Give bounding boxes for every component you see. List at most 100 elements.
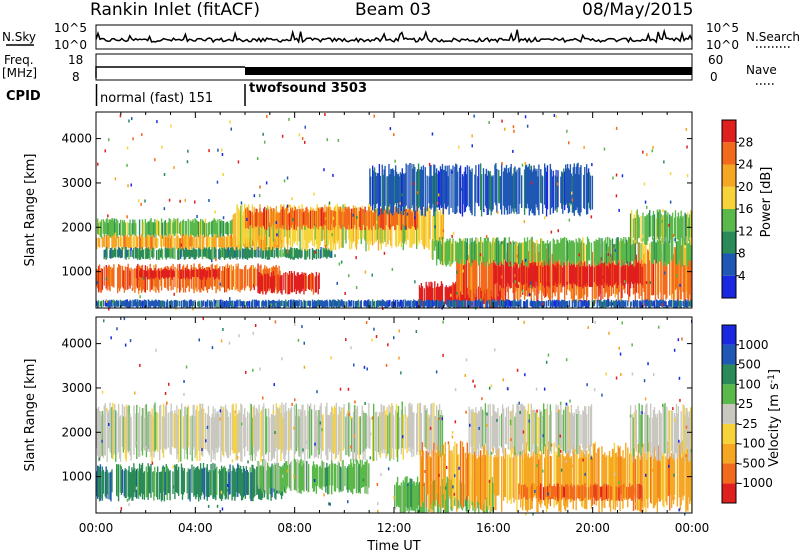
power-speckle <box>141 133 143 137</box>
power-colorbar-swatch <box>722 209 736 232</box>
power-cell-4 <box>327 210 329 226</box>
power-cell-7 <box>273 275 276 292</box>
power-cell-11 <box>606 243 608 264</box>
power-cell-10 <box>500 266 502 286</box>
power-cell-3 <box>238 209 240 242</box>
velocity-cell-1 <box>124 468 126 499</box>
velocity-speckle <box>387 467 390 471</box>
power-cell-3 <box>405 215 407 245</box>
power-cell-14 <box>688 301 690 307</box>
velocity-cell-0 <box>139 406 141 457</box>
power-cell-0 <box>159 222 161 238</box>
power-cell-14 <box>391 301 393 307</box>
power-cell-3 <box>270 212 273 249</box>
power-cell-13 <box>501 163 503 215</box>
velocity-cell-4 <box>461 441 464 509</box>
power-cell-13 <box>401 168 403 207</box>
power-cell-2 <box>189 249 191 259</box>
velocity-cell-4 <box>602 454 604 508</box>
power-cell-5 <box>103 266 105 286</box>
power-cell-14 <box>219 299 221 307</box>
velocity-speckle <box>608 331 610 335</box>
velocity-cell-0 <box>141 407 144 456</box>
velocity-speckle <box>673 348 676 352</box>
velocity-speckle <box>225 488 228 492</box>
power-cell-13 <box>430 165 432 210</box>
velocity-cell-5 <box>593 485 595 498</box>
velocity-speckle <box>522 430 525 434</box>
power-cell-4 <box>261 212 263 228</box>
power-cell-2 <box>287 250 290 259</box>
power-cell-3 <box>233 213 235 247</box>
velocity-cell-2 <box>353 463 356 489</box>
power-cell-1 <box>136 235 138 250</box>
power-speckle <box>175 307 177 311</box>
velocity-cell-5 <box>629 483 631 499</box>
power-cell-14 <box>505 299 508 307</box>
power-cell-8 <box>455 281 457 304</box>
power-cell-11 <box>544 243 547 266</box>
power-speckle <box>323 168 325 172</box>
power-cell-14 <box>449 300 451 308</box>
velocity-speckle <box>618 346 620 350</box>
power-cell-10 <box>585 266 587 287</box>
power-cell-9 <box>463 251 466 293</box>
power-cell-5 <box>96 268 98 287</box>
power-cell-5 <box>204 269 207 287</box>
power-cell-2 <box>249 250 252 258</box>
velocity-cell-5 <box>601 486 603 501</box>
velocity-cell-7 <box>541 411 543 444</box>
power-cell-14 <box>416 301 418 308</box>
power-cell-14 <box>657 300 659 308</box>
power-cell-14 <box>321 299 323 308</box>
power-cell-9 <box>647 249 649 301</box>
power-speckle <box>137 199 140 203</box>
power-cell-13 <box>563 168 565 205</box>
power-cell-3 <box>316 204 318 250</box>
velocity-cell-0 <box>249 403 252 461</box>
power-cell-2 <box>124 247 126 259</box>
power-cell-14 <box>439 300 442 308</box>
power-cell-5 <box>126 267 128 290</box>
power-speckle <box>646 153 648 157</box>
power-cell-2 <box>191 250 193 258</box>
velocity-cell-1 <box>224 467 227 500</box>
power-cell-14 <box>298 299 300 307</box>
velocity-cell-0 <box>222 410 224 455</box>
power-cell-11 <box>567 243 570 259</box>
power-cell-13 <box>584 167 586 210</box>
power-cell-14 <box>428 300 430 308</box>
velocity-cell-7 <box>534 410 536 453</box>
power-cell-2 <box>319 249 321 259</box>
power-cell-11 <box>571 240 574 261</box>
velocity-cell-5 <box>573 485 575 501</box>
power-cell-3 <box>282 213 284 243</box>
power-cell-2 <box>140 250 143 257</box>
power-cell-4 <box>365 212 367 228</box>
velocity-cell-0 <box>160 404 162 450</box>
power-cell-11 <box>593 241 595 265</box>
velocity-cell-2 <box>302 460 304 491</box>
power-cell-10 <box>554 265 556 282</box>
power-cell-10 <box>591 265 594 287</box>
velocity-cell-4 <box>614 453 616 511</box>
power-cell-0 <box>123 220 126 238</box>
velocity-cell-7 <box>484 403 487 444</box>
power-cell-0 <box>115 223 117 237</box>
power-cell-1 <box>263 235 265 250</box>
power-cell-14 <box>474 301 476 307</box>
power-cell-7 <box>271 275 274 294</box>
velocity-cell-0 <box>309 406 311 459</box>
power-cell-14 <box>148 300 150 307</box>
velocity-cell-0 <box>231 404 233 451</box>
power-cell-4 <box>290 209 293 228</box>
velocity-speckle <box>488 479 491 483</box>
velocity-cell-0 <box>416 403 419 453</box>
nsky-trace <box>95 28 693 44</box>
power-cell-0 <box>144 219 147 239</box>
power-cell-11 <box>493 237 495 260</box>
velocity-speckle <box>451 431 454 434</box>
power-cell-13 <box>422 165 425 207</box>
power-cell-1 <box>181 238 183 249</box>
power-cell-2 <box>265 247 267 260</box>
